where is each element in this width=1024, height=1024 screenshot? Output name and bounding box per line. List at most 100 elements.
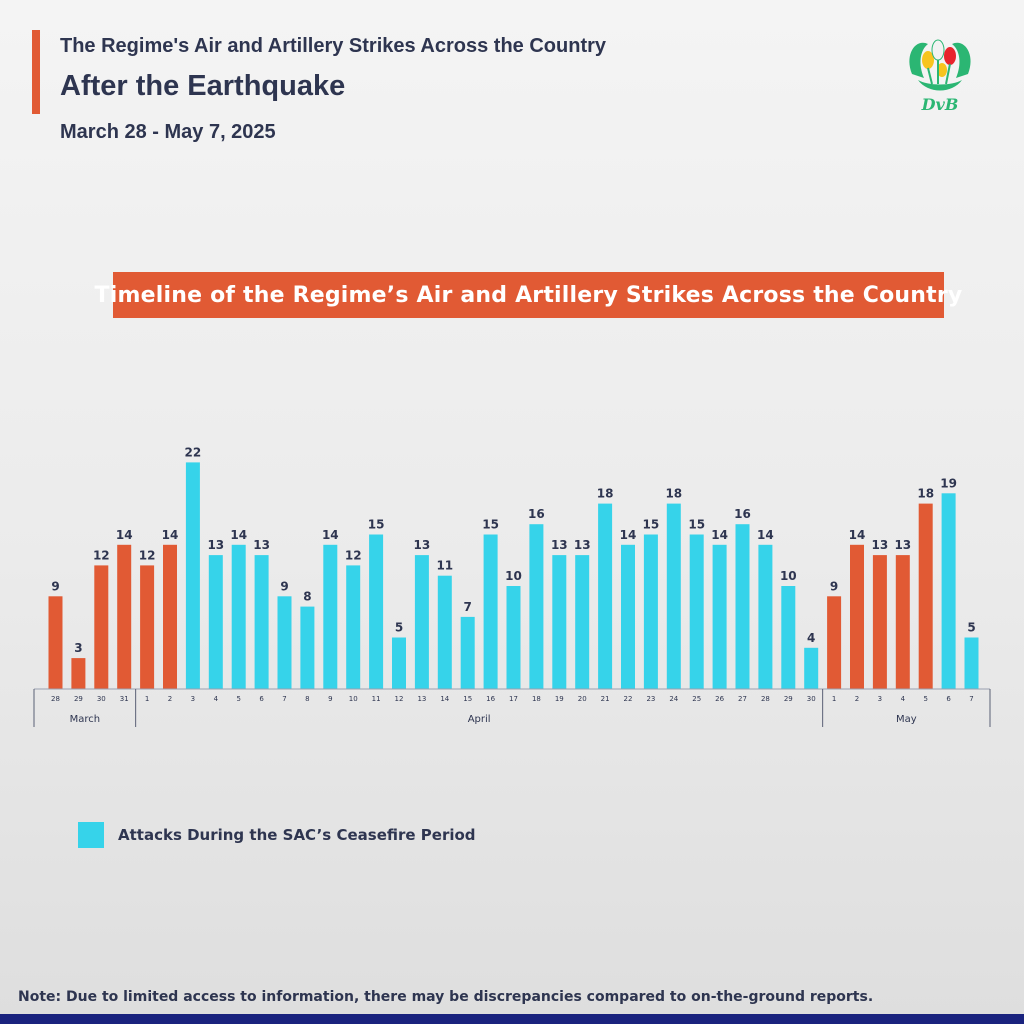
bar-12 bbox=[323, 544, 338, 689]
x-tick-label-6: 3 bbox=[191, 695, 195, 703]
x-tick-label-29: 26 bbox=[715, 695, 724, 703]
month-label-april: April bbox=[468, 714, 491, 725]
bar-value-label-16: 13 bbox=[414, 538, 431, 552]
bar-value-label-7: 13 bbox=[207, 538, 224, 552]
bar-value-label-19: 15 bbox=[482, 518, 499, 532]
header-title-line1: The Regime's Air and Artillery Strikes A… bbox=[60, 35, 607, 57]
x-tick-label-4: 1 bbox=[145, 695, 149, 703]
bar-value-label-12: 14 bbox=[322, 528, 339, 542]
x-tick-label-11: 8 bbox=[305, 695, 309, 703]
bar-27 bbox=[666, 503, 681, 689]
bar-31 bbox=[758, 544, 773, 689]
x-tick-label-3: 31 bbox=[120, 695, 129, 703]
x-tick-label-28: 25 bbox=[692, 695, 701, 703]
bar-40 bbox=[964, 637, 979, 689]
x-tick-label-38: 5 bbox=[923, 695, 927, 703]
footnote: Note: Due to limited access to informati… bbox=[18, 989, 874, 1005]
bar-value-label-32: 10 bbox=[780, 569, 797, 583]
x-tick-label-0: 28 bbox=[51, 695, 60, 703]
bar-25 bbox=[621, 544, 635, 689]
x-tick-label-8: 5 bbox=[236, 695, 240, 703]
x-tick-label-34: 1 bbox=[832, 695, 836, 703]
x-tick-label-36: 3 bbox=[878, 695, 882, 703]
x-tick-label-23: 20 bbox=[578, 695, 587, 703]
bar-value-label-27: 18 bbox=[665, 487, 682, 501]
bar-value-label-24: 18 bbox=[597, 487, 614, 501]
x-tick-label-13: 10 bbox=[349, 695, 358, 703]
bar-value-label-22: 13 bbox=[551, 538, 568, 552]
x-tick-label-7: 4 bbox=[214, 695, 219, 703]
x-tick-label-24: 21 bbox=[601, 695, 610, 703]
x-tick-label-30: 27 bbox=[738, 695, 747, 703]
x-tick-label-10: 7 bbox=[282, 695, 286, 703]
legend-swatch-ceasefire bbox=[78, 822, 104, 848]
bar-34 bbox=[827, 596, 842, 689]
bar-value-label-37: 13 bbox=[894, 538, 911, 552]
bar-value-label-31: 14 bbox=[757, 528, 774, 542]
bar-value-label-36: 13 bbox=[872, 538, 889, 552]
x-tick-label-15: 12 bbox=[395, 695, 404, 703]
x-tick-label-39: 6 bbox=[946, 695, 951, 703]
bar-36 bbox=[872, 555, 887, 689]
x-tick-label-35: 2 bbox=[855, 695, 859, 703]
header-accent-bar bbox=[32, 30, 40, 114]
bar-value-label-33: 4 bbox=[807, 631, 815, 645]
x-tick-label-9: 6 bbox=[259, 695, 264, 703]
bar-8 bbox=[231, 544, 246, 689]
bar-value-label-23: 13 bbox=[574, 538, 591, 552]
x-tick-label-5: 2 bbox=[168, 695, 172, 703]
bar-30 bbox=[735, 524, 750, 689]
bar-value-label-1: 3 bbox=[74, 641, 82, 655]
bar-9 bbox=[254, 555, 269, 689]
header-date-range: March 28 - May 7, 2025 bbox=[60, 121, 276, 143]
bar-value-label-13: 12 bbox=[345, 548, 362, 562]
bar-value-label-35: 14 bbox=[849, 528, 866, 542]
x-tick-label-26: 23 bbox=[646, 695, 655, 703]
x-tick-label-17: 14 bbox=[440, 695, 449, 703]
x-tick-label-2: 30 bbox=[97, 695, 106, 703]
dvb-logo: DvB bbox=[909, 39, 971, 114]
bar-value-label-17: 11 bbox=[436, 559, 453, 573]
bar-17 bbox=[437, 575, 452, 689]
bar-5 bbox=[163, 544, 177, 689]
bar-value-label-18: 7 bbox=[464, 600, 472, 614]
bar-23 bbox=[575, 555, 590, 689]
bar-value-label-30: 16 bbox=[734, 507, 751, 521]
bar-value-label-40: 5 bbox=[967, 621, 975, 635]
bar-16 bbox=[414, 555, 429, 689]
bar-value-label-25: 14 bbox=[620, 528, 637, 542]
bar-7 bbox=[208, 555, 223, 689]
bar-value-label-10: 9 bbox=[280, 579, 288, 593]
bar-15 bbox=[392, 637, 406, 689]
x-tick-label-31: 28 bbox=[761, 695, 770, 703]
bar-value-label-34: 9 bbox=[830, 579, 838, 593]
logo-text: DvB bbox=[921, 95, 959, 114]
bar-value-label-3: 14 bbox=[116, 528, 133, 542]
bar-0 bbox=[48, 596, 63, 689]
bar-4 bbox=[140, 565, 155, 689]
bar-value-label-8: 14 bbox=[230, 528, 247, 542]
x-tick-label-33: 30 bbox=[807, 695, 816, 703]
x-tick-label-19: 16 bbox=[486, 695, 495, 703]
bar-value-label-2: 12 bbox=[93, 548, 110, 562]
bar-value-label-4: 12 bbox=[139, 548, 156, 562]
bar-37 bbox=[895, 555, 910, 689]
x-tick-label-37: 4 bbox=[901, 695, 906, 703]
bar-22 bbox=[552, 555, 567, 689]
x-tick-label-25: 22 bbox=[624, 695, 633, 703]
bar-19 bbox=[483, 534, 498, 689]
bar-21 bbox=[529, 524, 544, 689]
bar-29 bbox=[712, 544, 727, 689]
bar-35 bbox=[850, 544, 864, 689]
bar-6 bbox=[185, 462, 200, 689]
bottom-strip bbox=[0, 1014, 1024, 1024]
bar-chart: 9283291230143112114222313414513697881491… bbox=[33, 445, 991, 727]
x-tick-label-32: 29 bbox=[784, 695, 793, 703]
bar-33 bbox=[804, 647, 819, 689]
bar-2 bbox=[94, 565, 109, 689]
x-tick-label-18: 15 bbox=[463, 695, 472, 703]
x-tick-label-20: 17 bbox=[509, 695, 518, 703]
bar-26 bbox=[643, 534, 658, 689]
bar-value-label-38: 18 bbox=[917, 487, 934, 501]
bar-value-label-11: 8 bbox=[303, 590, 311, 604]
